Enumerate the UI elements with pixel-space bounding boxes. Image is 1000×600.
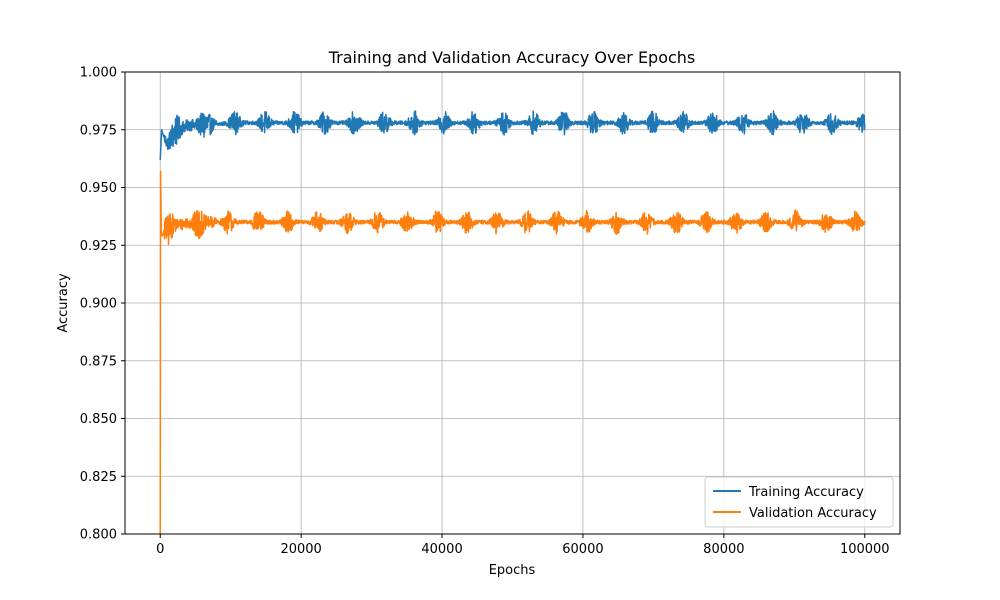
y-tick-label: 0.825: [80, 470, 117, 485]
y-tick-label: 0.850: [80, 412, 117, 427]
x-tick-label: 60000: [562, 542, 603, 557]
y-tick-label: 0.900: [80, 297, 117, 312]
y-tick-label: 1.000: [80, 66, 117, 81]
y-tick-label: 0.800: [80, 528, 117, 543]
legend-label: Training Accuracy: [748, 485, 864, 500]
x-tick-label: 80000: [703, 542, 744, 557]
legend-label: Validation Accuracy: [749, 506, 877, 521]
y-axis-label: Accuracy: [56, 273, 71, 333]
legend-box: [704, 476, 894, 528]
y-tick-label: 0.925: [80, 239, 117, 254]
x-tick-label: 20000: [280, 542, 321, 557]
series-line-training-accuracy: [159, 110, 866, 160]
x-tick-label: 40000: [421, 542, 462, 557]
y-tick-label: 0.975: [80, 123, 117, 138]
x-axis-label: Epochs: [489, 563, 536, 578]
y-tick-label: 0.950: [80, 181, 117, 196]
chart-title: Training and Validation Accuracy Over Ep…: [328, 48, 696, 67]
axis-ticks: 0 20000 40000 60000 80000 100000 0.800 0.825 0.8…: [80, 66, 890, 558]
y-tick-label: 0.875: [80, 354, 117, 369]
series-line-validation-accuracy: [159, 170, 866, 535]
x-tick-label: 0: [156, 542, 164, 557]
legend: Training Accuracy Validation Accuracy: [704, 476, 894, 528]
series-layer: [159, 110, 866, 535]
x-tick-label: 100000: [840, 542, 890, 557]
